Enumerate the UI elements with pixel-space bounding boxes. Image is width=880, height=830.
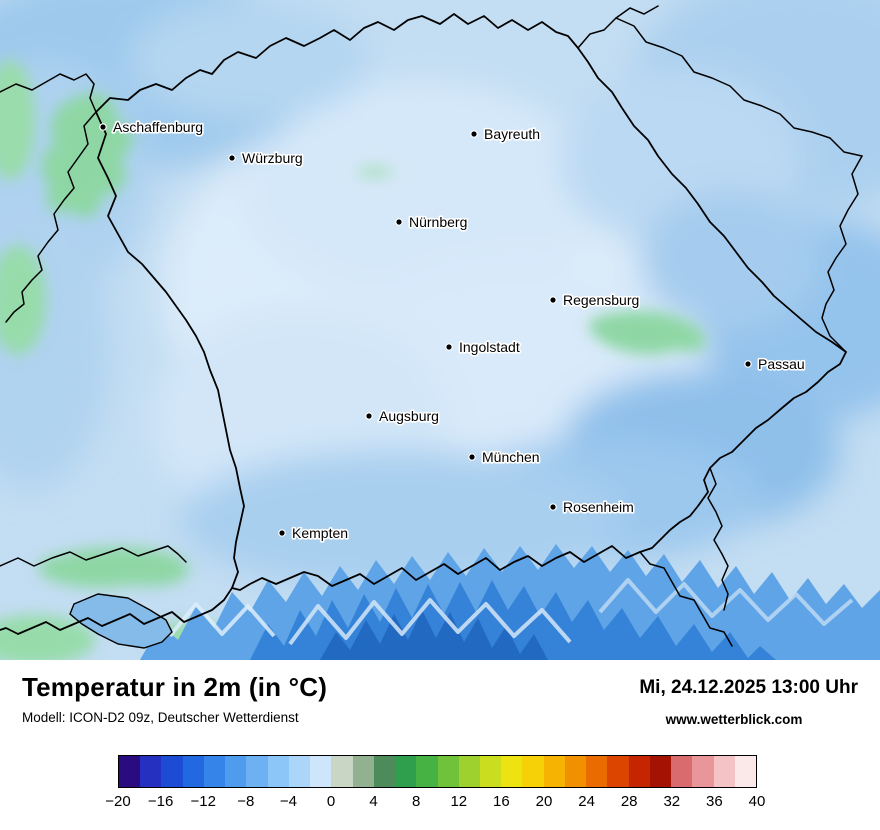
colorbar-segment — [501, 756, 523, 787]
city-label: Ingolstadt — [459, 339, 520, 355]
temperature-field-layer — [0, 0, 880, 590]
forecast-datetime: Mi, 24.12.2025 13:00 Uhr — [639, 677, 858, 698]
colorbar-segment — [119, 756, 141, 787]
colorbar-tick-label: 24 — [578, 793, 595, 810]
colorbar-segment — [288, 756, 311, 787]
colorbar-segment — [310, 756, 332, 787]
colorbar-segment — [161, 756, 183, 787]
lake-bodensee — [69, 593, 173, 649]
colorbar-segment — [182, 756, 204, 787]
colorbar-segment — [692, 756, 714, 787]
colorbar-tick-label: −4 — [279, 793, 297, 810]
city-label: Würzburg — [242, 150, 303, 166]
city-marker — [365, 412, 373, 420]
city-marker — [395, 218, 403, 226]
colorbar-ticks: −20 −16 −12 −8 −4 0 4 8 12 16 20 24 28 32 36 40 — [105, 793, 765, 813]
colorbar-segment — [246, 756, 268, 787]
colorbar — [118, 755, 757, 788]
colorbar-segment — [437, 756, 459, 787]
alps-layer — [140, 544, 880, 660]
colorbar-tick-label: 28 — [620, 793, 638, 810]
city-label: Regensburg — [563, 292, 639, 308]
colorbar-segment — [395, 756, 417, 787]
city-marker — [744, 360, 752, 368]
colorbar-segment — [225, 756, 247, 787]
cities-layer: Aschaffenburg Würzburg Bayreuth Nürnberg Reg… — [99, 117, 806, 543]
colorbar-tick-label: −16 — [147, 793, 174, 810]
city-marker — [278, 529, 286, 537]
city-label: Aschaffenburg — [113, 119, 203, 135]
colorbar-segment — [267, 756, 289, 787]
map-svg: Aschaffenburg Würzburg Bayreuth Nürnberg Reg… — [0, 0, 880, 660]
colorbar-segment — [734, 756, 757, 787]
colorbar-segment — [543, 756, 565, 787]
colorbar-segment — [649, 756, 672, 787]
colorbar-tick-label: 40 — [748, 793, 766, 810]
colorbar-segment — [416, 756, 438, 787]
colorbar-tick-label: 12 — [450, 793, 468, 810]
colorbar-segment — [331, 756, 353, 787]
colorbar-segment — [373, 756, 396, 787]
colorbar-segment — [564, 756, 587, 787]
website-url: www.wetterblick.com — [665, 712, 803, 727]
city-marker — [549, 503, 557, 511]
colorbar-tick-label: −20 — [105, 793, 131, 810]
colorbar-tick-label: 4 — [369, 793, 378, 810]
colorbar-segment — [671, 756, 693, 787]
city-label: Kempten — [292, 525, 348, 541]
colorbar-segment — [628, 756, 650, 787]
colorbar-segment — [479, 756, 502, 787]
city-label: Passau — [758, 356, 805, 372]
colorbar-tick-label: 8 — [412, 793, 421, 810]
city-marker — [99, 123, 107, 131]
city-marker — [470, 130, 478, 138]
colorbar-tick-label: 32 — [663, 793, 681, 810]
colorbar-segment — [352, 756, 374, 787]
colorbar-tick-label: −12 — [190, 793, 216, 810]
city-label: Bayreuth — [484, 126, 540, 142]
colorbar-tick-label: 16 — [493, 793, 510, 810]
city-marker — [468, 453, 476, 461]
page-title: Temperatur in 2m (in °C) — [22, 672, 328, 702]
city-marker — [445, 343, 453, 351]
colorbar-tick-label: −8 — [237, 793, 255, 810]
city-label: Rosenheim — [563, 499, 634, 515]
colorbar-segment — [713, 756, 735, 787]
colorbar-segment — [203, 756, 226, 787]
model-info: Modell: ICON-D2 09z, Deutscher Wetterdie… — [22, 710, 299, 725]
colorbar-segment — [522, 756, 544, 787]
colorbar-segment — [458, 756, 480, 787]
colorbar-tick-label: 20 — [535, 793, 553, 810]
colorbar-segment — [140, 756, 162, 787]
city-marker — [549, 296, 557, 304]
colorbar-tick-label: 0 — [326, 793, 336, 810]
borders-layer — [0, 5, 863, 647]
city-marker — [228, 154, 236, 162]
city-label: München — [482, 449, 540, 465]
colorbar-tick-label: 36 — [706, 793, 723, 810]
colorbar-segment — [586, 756, 608, 787]
colorbar-segment — [607, 756, 629, 787]
footer: Temperatur in 2m (in °C) Modell: ICON-D2… — [0, 660, 880, 830]
temperature-map: Aschaffenburg Würzburg Bayreuth Nürnberg Reg… — [0, 0, 880, 660]
city-label: Nürnberg — [409, 214, 467, 230]
city-label: Augsburg — [379, 408, 439, 424]
